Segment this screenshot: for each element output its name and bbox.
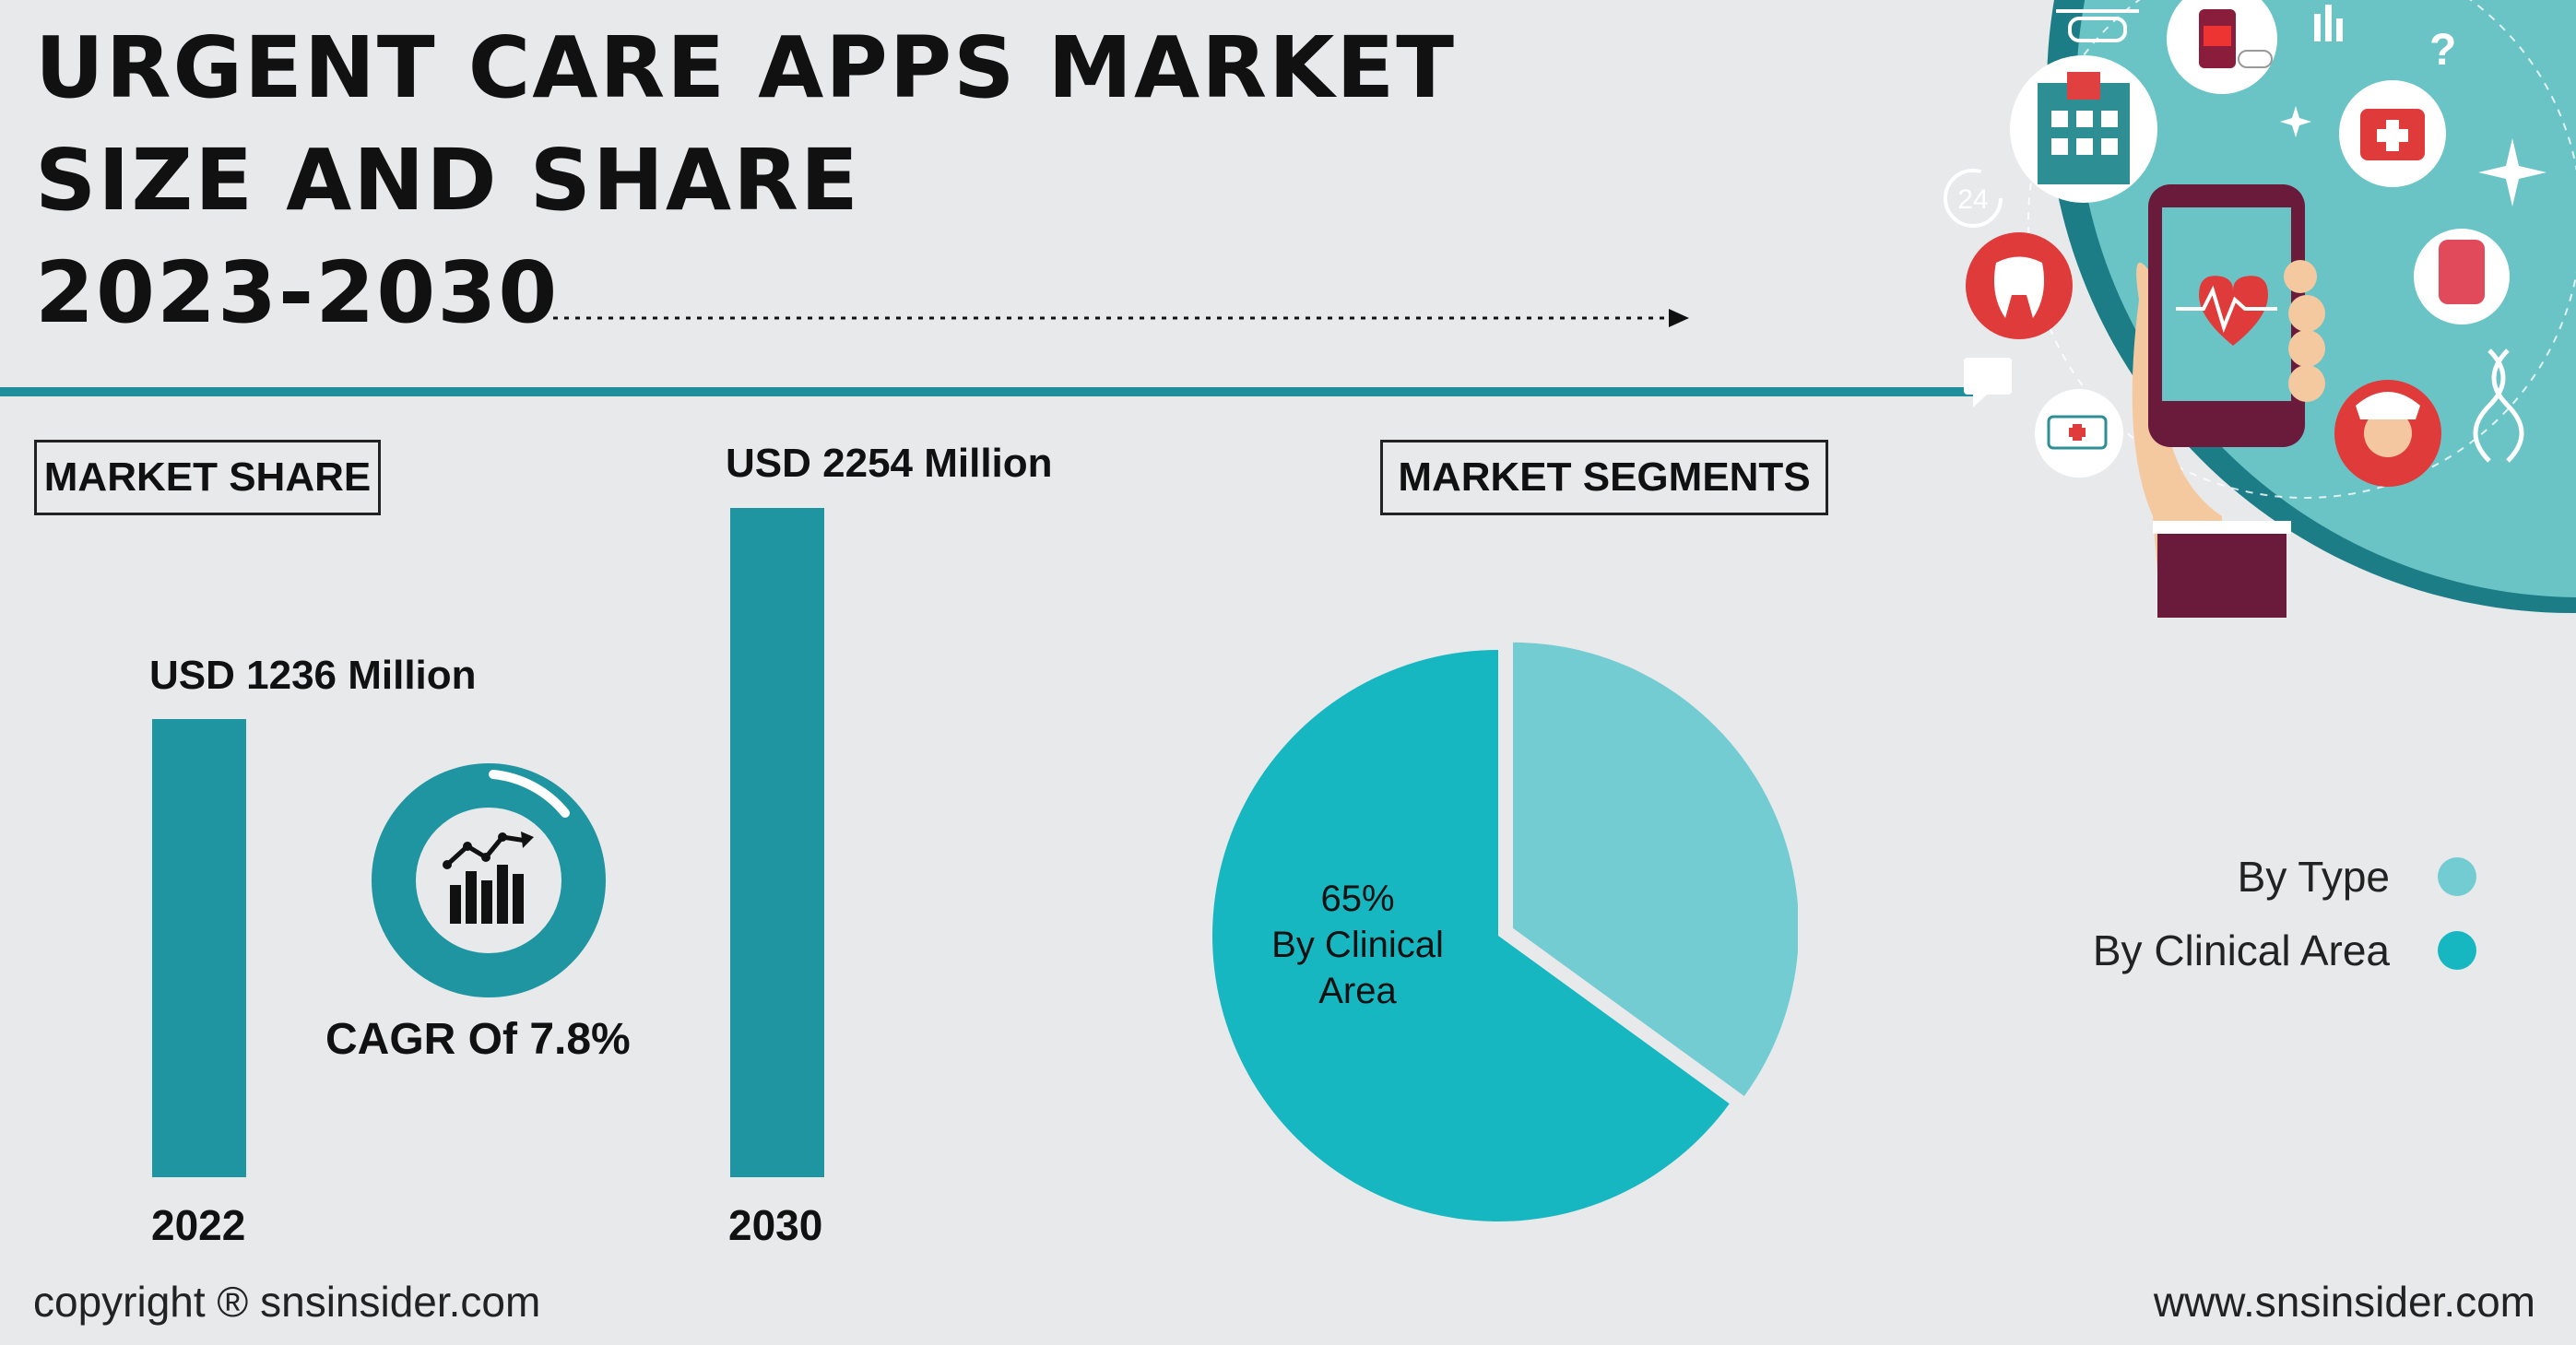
bar-2022 — [152, 719, 246, 1177]
hospital-icon — [2010, 55, 2157, 203]
legend-label: By Clinical Area — [2092, 926, 2390, 974]
website-link[interactable]: www.snsinsider.com — [2153, 1278, 2535, 1326]
bar-value-label: USD 1236 Million — [149, 653, 477, 698]
phone-in-hand-icon — [2132, 184, 2325, 618]
title-line-3: 2023-2030 — [35, 243, 560, 342]
healthcare-illustration: 24 ? — [1944, 0, 2576, 618]
chat-icon — [1964, 358, 2012, 407]
blood-bag-icon — [2414, 229, 2510, 324]
pie-slice-name-line1: By Clinical — [1271, 925, 1444, 965]
legend-swatch — [2438, 857, 2476, 896]
header-divider — [0, 387, 1973, 396]
pie-slice-by-type — [1513, 642, 1798, 1097]
bar-value-label: USD 2254 Million — [726, 441, 1053, 486]
bar-category-label: 2022 — [151, 1201, 246, 1249]
legend-item-by-type: By Type — [2238, 852, 2476, 902]
clock-24-icon: 24 — [1944, 169, 2003, 228]
market-segments-label: MARKET SEGMENTS — [1380, 440, 1828, 515]
first-aid-icon — [2339, 80, 2446, 187]
bar-2030 — [730, 508, 824, 1177]
pie-slice-by-clinical-area — [1212, 650, 1730, 1221]
legend-label: By Type — [2237, 853, 2390, 901]
segments-pie-chart — [1212, 642, 1798, 1221]
bar-category-label: 2030 — [728, 1201, 823, 1249]
svg-text:24: 24 — [1957, 184, 1988, 215]
question-icon: ? — [2429, 26, 2456, 75]
title-line-1: URGENT CARE APPS MARKET — [35, 18, 1456, 117]
legend-item-by-clinical-area: By Clinical Area — [2093, 926, 2476, 975]
pie-slice-percent: 65% — [1320, 879, 1395, 919]
dotted-arrow-icon — [553, 309, 1689, 327]
sparkle-icon — [2280, 106, 2546, 206]
copyright-text: copyright ® snsinsider.com — [33, 1278, 541, 1326]
helicopter-icon — [2056, 9, 2139, 42]
chart-growth-icon — [443, 832, 534, 924]
market-share-label: MARKET SHARE — [34, 440, 381, 515]
pie-slice-label: 65% By Clinical Area — [1226, 876, 1489, 1014]
medicine-icon — [2167, 0, 2277, 94]
title-line-2: SIZE AND SHARE — [35, 131, 860, 230]
stats-icon — [2314, 5, 2343, 41]
nurse-icon — [2334, 380, 2441, 487]
pie-slice-name-line2: Area — [1318, 971, 1397, 1011]
cagr-label: CAGR Of 7.8% — [325, 1015, 631, 1064]
tooth-icon — [1966, 232, 2073, 339]
ambulance-icon — [2035, 389, 2123, 478]
cagr-ring — [372, 763, 606, 997]
legend-swatch — [2438, 931, 2476, 970]
dna-icon — [2473, 348, 2524, 463]
